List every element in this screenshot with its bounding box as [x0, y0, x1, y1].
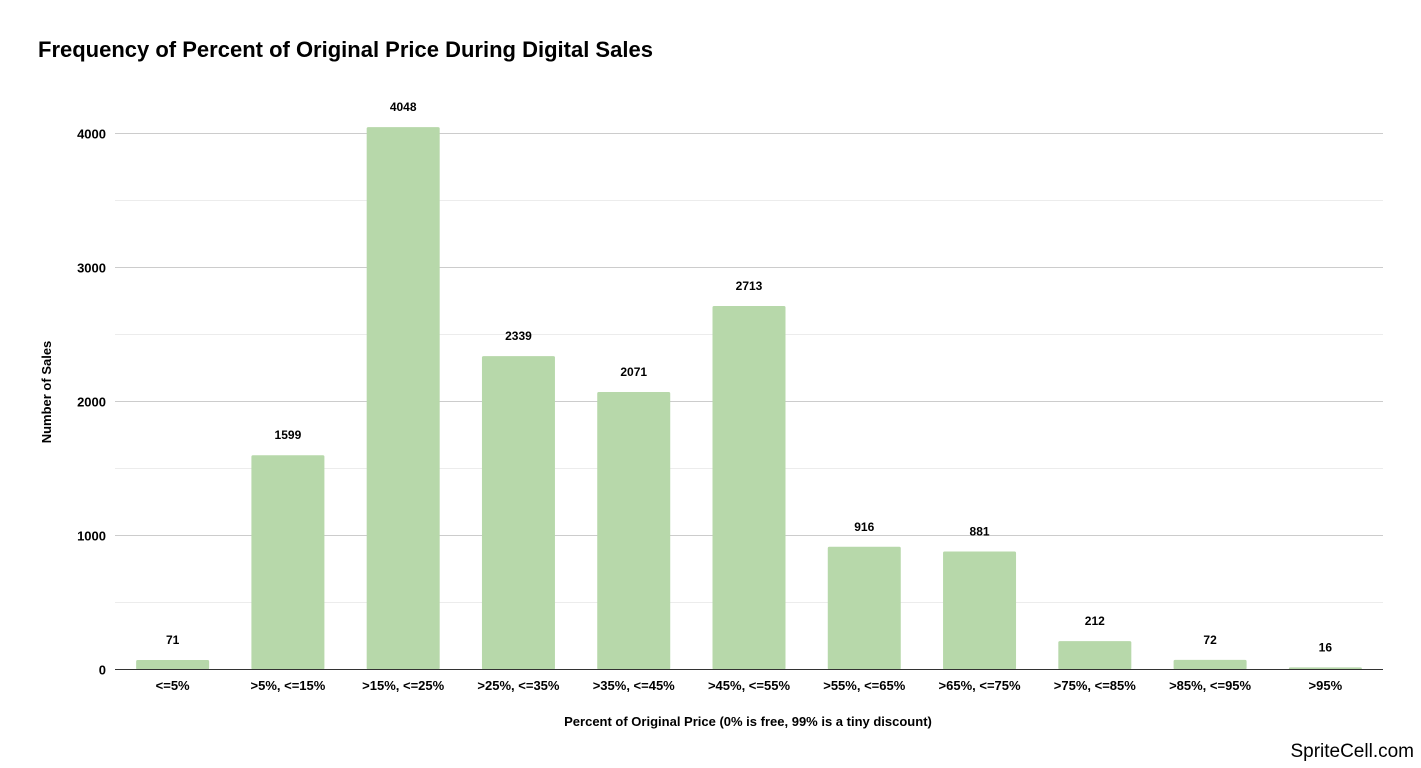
y-tick-label: 4000 [77, 127, 106, 142]
bar [943, 551, 1017, 670]
data-label: 4048 [390, 100, 417, 114]
x-axis-label: Percent of Original Price (0% is free, 9… [564, 714, 932, 729]
x-tick-labels: <=5% >5%, <=15% >15%, <=25% >25%, <=35% >35%… [156, 678, 1343, 693]
data-label: 16 [1319, 640, 1333, 654]
bar [1288, 667, 1362, 670]
chart-title: Frequency of Percent of Original Price D… [38, 37, 653, 62]
data-labels: 71 1599 4048 2339 2071 2713 916 881 212 72 16 [166, 100, 1332, 654]
bar [251, 455, 325, 670]
data-label: 1599 [275, 428, 302, 442]
data-label: 916 [854, 520, 874, 534]
bar [136, 659, 210, 670]
bar [712, 305, 786, 670]
y-tick-label: 2000 [77, 395, 106, 410]
data-label: 72 [1203, 633, 1217, 647]
data-label: 2339 [505, 329, 532, 343]
y-tick-label: 0 [99, 663, 106, 678]
x-tick-label: >85%, <=95% [1169, 678, 1251, 693]
x-tick-label: >25%, <=35% [477, 678, 559, 693]
x-tick-label: <=5% [156, 678, 190, 693]
watermark: SpriteCell.com [1290, 741, 1414, 762]
data-label: 881 [970, 524, 990, 538]
y-tick-labels: 0 1000 2000 3000 4000 [77, 127, 106, 678]
x-tick-label: >5%, <=15% [251, 678, 326, 693]
data-label: 2071 [620, 365, 647, 379]
bar [366, 127, 440, 670]
y-axis-label: Number of Sales [39, 341, 54, 444]
x-tick-label: >55%, <=65% [823, 678, 905, 693]
data-label: 2713 [736, 279, 763, 293]
data-label: 212 [1085, 614, 1105, 628]
bar [1058, 641, 1132, 670]
y-tick-label: 3000 [77, 261, 106, 276]
bar [827, 546, 901, 670]
y-tick-label: 1000 [77, 529, 106, 544]
x-tick-label: >45%, <=55% [708, 678, 790, 693]
x-tick-label: >35%, <=45% [593, 678, 675, 693]
bar [481, 356, 555, 670]
x-tick-label: >65%, <=75% [939, 678, 1021, 693]
bars [136, 127, 1362, 670]
bar [597, 391, 671, 670]
bar [1173, 659, 1247, 670]
x-tick-label: >95% [1309, 678, 1343, 693]
data-label: 71 [166, 633, 180, 647]
x-tick-label: >75%, <=85% [1054, 678, 1136, 693]
x-tick-label: >15%, <=25% [362, 678, 444, 693]
